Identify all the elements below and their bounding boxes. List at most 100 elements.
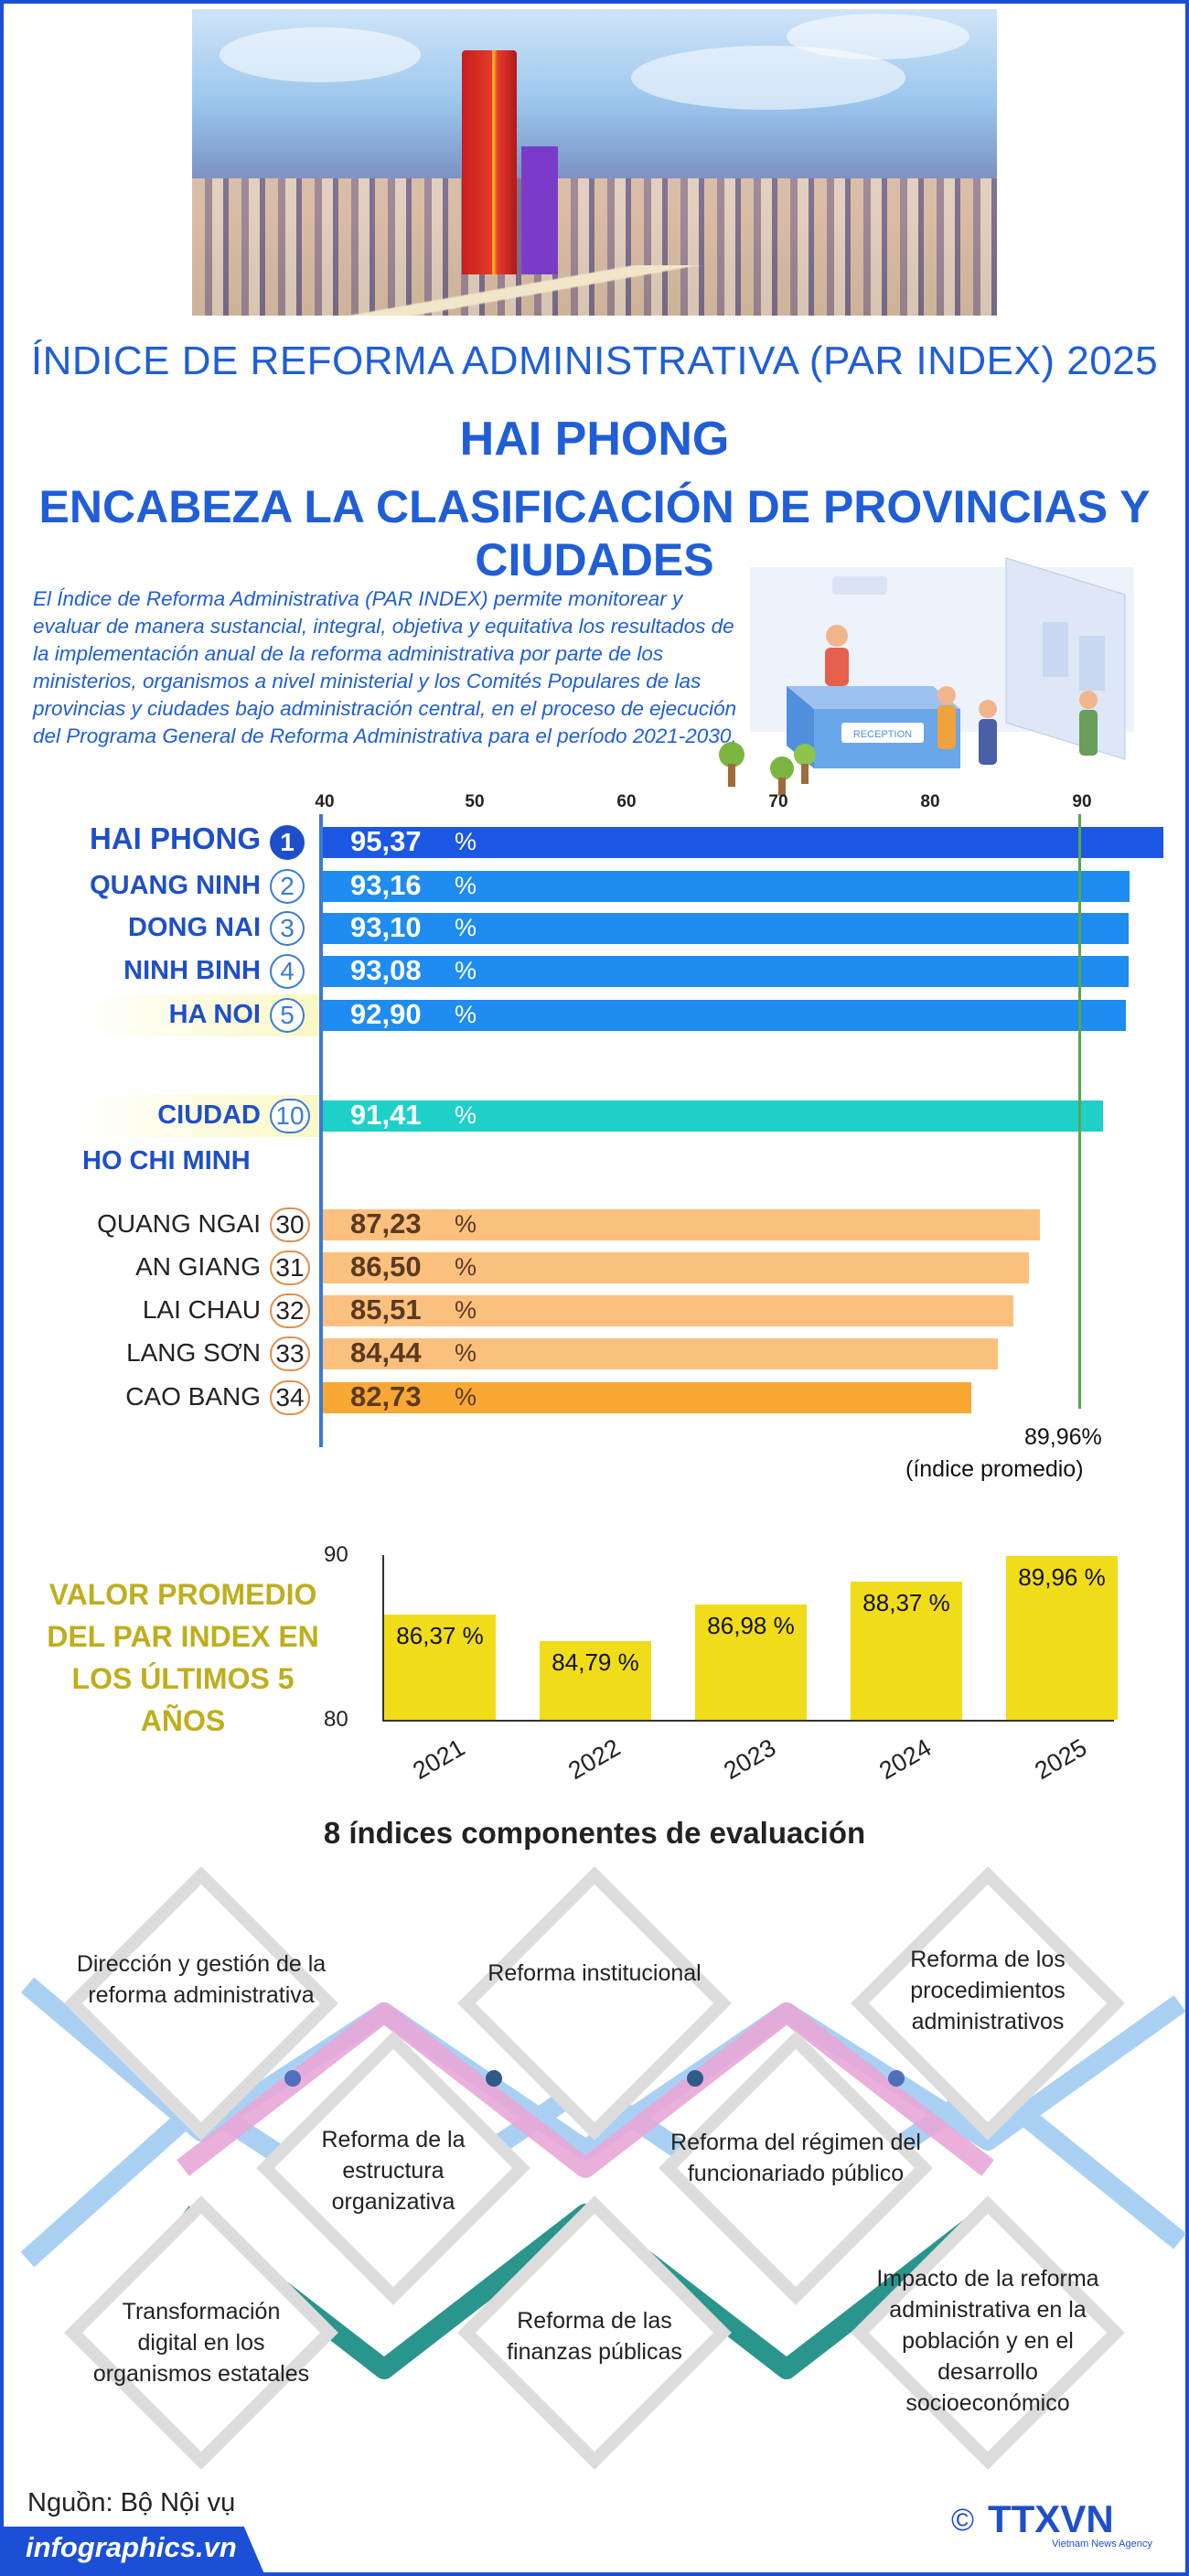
x-tick-label: 90 xyxy=(1072,792,1092,811)
province-label: QUANG NGAI xyxy=(97,1209,261,1238)
ranking-bar: 84,44% xyxy=(323,1336,998,1369)
components-title: 8 índices componentes de evaluación xyxy=(323,1816,866,1850)
year-bar: 86,37 % xyxy=(384,1615,496,1720)
ranking-axis xyxy=(319,814,323,1447)
ranking-bar-percent: % xyxy=(455,1001,477,1028)
ranking-bar: 86,50% xyxy=(323,1250,1029,1283)
footer-tab xyxy=(0,2527,265,2576)
province-label: DONG NAI xyxy=(128,913,261,942)
average-line xyxy=(1078,814,1081,1409)
component-8: Impacto de la reforma administrativa en … xyxy=(876,2266,1099,2416)
year-bar-label: 86,37 % xyxy=(396,1622,484,1650)
year-bar-label: 89,96 % xyxy=(1018,1562,1106,1591)
component-1: Dirección y gestión de la reforma admini… xyxy=(76,1951,327,2008)
y-tick-label: 90 xyxy=(324,1542,348,1567)
province-label: HA NOI xyxy=(168,1000,261,1029)
ranking-bar-percent: % xyxy=(455,1296,477,1324)
year-bar: 88,37 % xyxy=(851,1582,962,1720)
rank-badge: 2 xyxy=(270,869,305,904)
ranking-bar-percent: % xyxy=(455,1210,477,1238)
ranking-bar-percent: % xyxy=(455,828,477,855)
ranking-bar: 91,41% xyxy=(323,1099,1104,1132)
ranking-bar-value: 93,10 xyxy=(350,911,422,943)
province-label: CAO BANG xyxy=(125,1382,261,1411)
ranking-bar: 93,16% xyxy=(323,869,1130,902)
average-value: 89,96% xyxy=(1024,1424,1102,1450)
ranking-bar-value: 82,73 xyxy=(350,1380,422,1412)
ranking-bar: 87,23% xyxy=(323,1208,1041,1240)
province-label: CIUDAD xyxy=(157,1100,261,1130)
flag-tower-icon xyxy=(462,50,517,274)
component-3: Reforma de los procedimientos administra… xyxy=(910,1947,1066,2034)
source-text: Nguồn: Bộ Nội vụ xyxy=(27,2488,236,2517)
ranking-bar-value: 86,50 xyxy=(350,1250,422,1283)
x-tick-label: 40 xyxy=(315,792,335,811)
year-bar: 84,79 % xyxy=(540,1640,651,1720)
ranking-bar-value: 93,08 xyxy=(350,954,422,986)
ranking-bar-value: 92,90 xyxy=(350,998,422,1030)
y-tick-label: 80 xyxy=(324,1707,348,1732)
ranking-bar: 93,08% xyxy=(323,954,1130,987)
logo-text: TTXVN xyxy=(988,2497,1114,2540)
province-label: HAI PHONG xyxy=(89,821,261,855)
ranking-bar-value: 95,37 xyxy=(350,825,422,857)
rank-badge: 4 xyxy=(270,954,305,989)
rank-badge: 34 xyxy=(270,1380,310,1415)
rank-badge: 30 xyxy=(270,1208,310,1242)
year-bar-label: 86,98 % xyxy=(707,1612,795,1640)
intro-text: El Índice de Reforma Administrativa (PAR… xyxy=(33,587,737,747)
footer-site[interactable]: infographics.vn xyxy=(26,2531,237,2563)
ranking-bar-percent: % xyxy=(455,872,477,899)
ranking-bar-value: 87,23 xyxy=(350,1208,422,1240)
component-5: Reforma del régimen del funcionariado pú… xyxy=(670,2130,921,2186)
x-tick-label: 50 xyxy=(465,792,485,811)
yearly-chart-title: VALOR PROMEDIO DEL PAR INDEX EN LOS ÚLTI… xyxy=(47,1578,319,1737)
x-tick-label: 70 xyxy=(768,792,788,811)
rank-badge: 32 xyxy=(270,1293,310,1328)
province-label: LAI CHAU xyxy=(142,1295,261,1324)
province-label: NINH BINH xyxy=(123,956,261,985)
ranking-bar: 82,73% xyxy=(323,1380,972,1413)
ranking-bar-value: 84,44 xyxy=(350,1336,422,1368)
logo-subtext: Vietnam News Agency xyxy=(1052,2538,1152,2549)
yearly-chart-x-axis xyxy=(382,1720,1114,1722)
province-label: LANG SƠN xyxy=(126,1338,261,1367)
province-label: AN GIANG xyxy=(135,1252,261,1281)
x-tick-label: 80 xyxy=(920,792,940,811)
rank-badge: 31 xyxy=(270,1250,310,1285)
x-tick-label: 60 xyxy=(616,792,637,811)
title-main: HAI PHONG xyxy=(459,413,730,466)
city-skyline-image xyxy=(192,9,997,316)
ranking-bar-value: 93,16 xyxy=(350,869,422,901)
ranking-bar: 95,37% xyxy=(323,825,1164,858)
year-bar-label: 84,79 % xyxy=(552,1648,639,1676)
components-diagram xyxy=(20,1866,1186,2470)
average-label: (índice promedio) xyxy=(905,1456,1084,1482)
province-label: QUANG NINH xyxy=(90,871,261,900)
ranking-bar-percent: % xyxy=(455,1383,477,1411)
year-bar-label: 88,37 % xyxy=(862,1589,950,1617)
year-bar: 86,98 % xyxy=(695,1605,807,1720)
rank-badge: 10 xyxy=(270,1099,310,1133)
ranking-bar-value: 91,41 xyxy=(350,1099,422,1131)
rank-badge: 1 xyxy=(270,825,305,860)
province-label-line2: HO CHI MINH xyxy=(82,1146,251,1175)
component-7: Reforma de las finanzas públicas xyxy=(507,2308,682,2365)
ranking-bar-percent: % xyxy=(455,1339,477,1367)
title-sub: ENCABEZA LA CLASIFICACIÓN DE PROVINCIAS … xyxy=(38,481,1151,585)
ranking-bar-percent: % xyxy=(455,1101,477,1129)
ranking-bar-percent: % xyxy=(455,914,477,941)
title-top: ÍNDICE DE REFORMA ADMINISTRATIVA (PAR IN… xyxy=(30,338,1159,383)
rank-badge: 33 xyxy=(270,1336,310,1371)
year-bar: 89,96 % xyxy=(1006,1555,1118,1720)
ranking-bar: 93,10% xyxy=(323,911,1130,944)
ranking-bar: 92,90% xyxy=(323,998,1127,1031)
rank-badge: 5 xyxy=(270,998,305,1033)
ranking-bar-percent: % xyxy=(455,1253,477,1281)
reception-sign: RECEPTION xyxy=(853,729,912,740)
copyright-symbol: © xyxy=(951,2503,974,2538)
rank-badge: 3 xyxy=(270,911,305,946)
ranking-bar-value: 85,51 xyxy=(350,1293,422,1326)
ranking-bar-percent: % xyxy=(455,957,477,984)
